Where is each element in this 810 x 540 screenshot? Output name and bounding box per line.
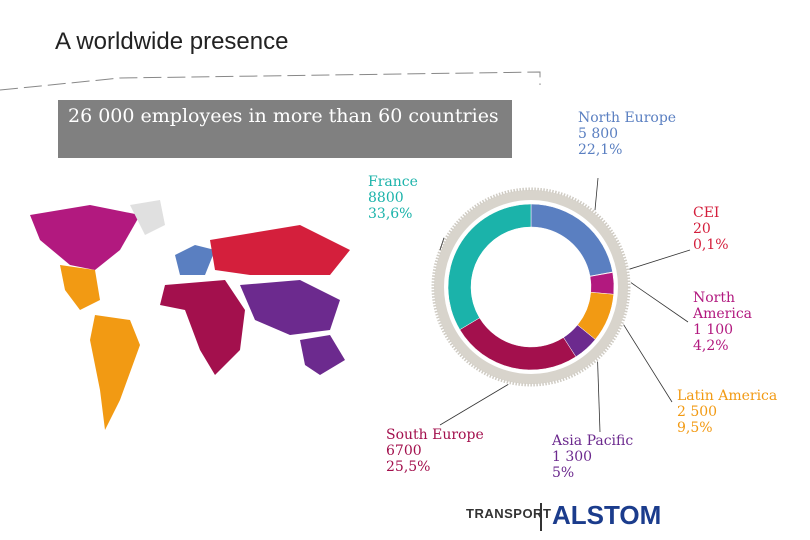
label-line: Latin America bbox=[677, 388, 778, 404]
label-line: South Europe bbox=[386, 427, 484, 443]
world-map bbox=[30, 200, 350, 430]
label-line: 2 500 bbox=[677, 404, 718, 420]
title: A worldwide presence bbox=[55, 28, 289, 55]
label-line: 4,2% bbox=[693, 338, 729, 354]
slice-label: South Europe 6700 25,5% bbox=[386, 427, 484, 475]
leader-line bbox=[594, 177, 599, 211]
label-line: North Europe bbox=[578, 110, 677, 126]
banner: 26 000 employees in more than 60 countri… bbox=[58, 100, 512, 158]
label-line: 1 300 bbox=[552, 449, 593, 465]
leader-line bbox=[629, 249, 691, 270]
leader-line bbox=[439, 384, 509, 426]
label-line: 9,5% bbox=[677, 420, 713, 436]
label-line: 1 100 bbox=[693, 322, 734, 338]
slice-label: North America 1 100 4,2% bbox=[693, 290, 763, 354]
leader-line bbox=[597, 361, 601, 433]
label-line: Asia Pacific bbox=[552, 433, 634, 449]
slice-label: France 8800 33,6% bbox=[368, 174, 418, 222]
label-line: 25,5% bbox=[386, 459, 431, 475]
donut-slice bbox=[530, 203, 613, 277]
label-line: 0,1% bbox=[693, 237, 729, 253]
donut-slice bbox=[589, 272, 615, 295]
slice-label: North Europe 5 800 22,1% bbox=[578, 110, 676, 158]
outer-ring-ticks bbox=[431, 187, 631, 387]
label-line: 5% bbox=[552, 465, 575, 481]
slice-label: Latin America 2 500 9,5% bbox=[677, 388, 777, 436]
label-line: 8800 bbox=[368, 190, 404, 206]
label-line: 22,1% bbox=[578, 142, 623, 158]
label-line: North America bbox=[693, 290, 753, 322]
decor-line bbox=[0, 71, 541, 91]
leader-line bbox=[439, 237, 445, 251]
leader-line bbox=[630, 282, 689, 323]
slice-label: CEI 20 0,1% bbox=[693, 205, 729, 253]
outer-ring bbox=[434, 190, 628, 384]
leader-line bbox=[623, 324, 673, 403]
donut-slice bbox=[447, 203, 532, 331]
division: TRANSPORT bbox=[466, 506, 552, 521]
separator bbox=[540, 503, 542, 531]
slice-label: Asia Pacific 1 300 5% bbox=[552, 433, 633, 481]
label-line: 5 800 bbox=[578, 126, 619, 142]
label-line: 20 bbox=[693, 221, 711, 237]
label-line: 33,6% bbox=[368, 206, 413, 222]
label-line: France bbox=[368, 174, 418, 190]
label-line: CEI bbox=[693, 205, 720, 221]
label-line: 6700 bbox=[386, 443, 422, 459]
brand: ALSTOM bbox=[552, 500, 662, 530]
